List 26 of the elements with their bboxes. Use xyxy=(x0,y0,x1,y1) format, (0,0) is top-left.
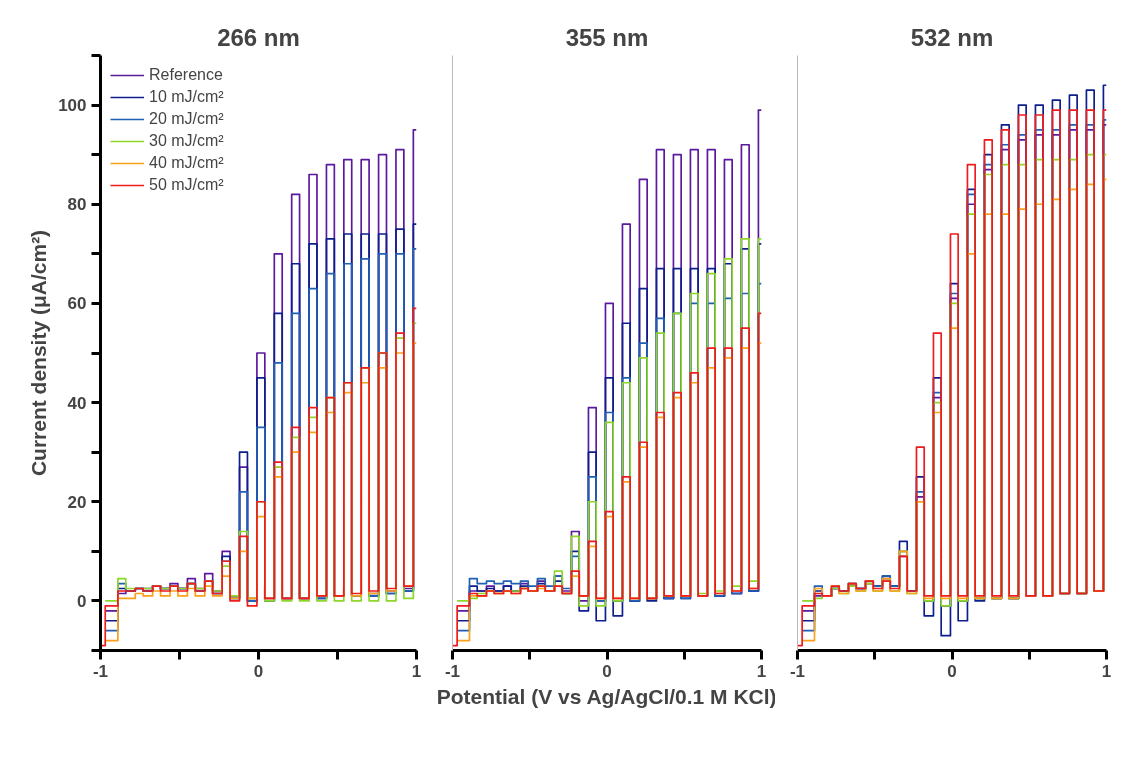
x-tick-label: -1 xyxy=(444,661,461,681)
x-tick-label: 1 xyxy=(411,661,422,681)
y-tick-label: 60 xyxy=(67,294,87,314)
legend-label: 20 mJ/cm² xyxy=(149,110,224,128)
x-axis-title: Potential (V vs Ag/AgCl/0.1 M KCl) xyxy=(436,684,777,708)
y-tick-label: 100 xyxy=(58,96,87,116)
legend-label: 50 mJ/cm² xyxy=(149,176,224,194)
chart-title: 355 nm xyxy=(565,23,649,51)
x-tick-label: 0 xyxy=(602,661,612,681)
legend-label: 10 mJ/cm² xyxy=(149,88,224,106)
legend-label: 40 mJ/cm² xyxy=(149,154,224,172)
y-tick-label: 40 xyxy=(67,393,87,413)
x-tick-label: 0 xyxy=(947,661,957,681)
x-tick-label: -1 xyxy=(92,661,109,681)
x-tick-label: 1 xyxy=(1101,661,1112,681)
chart-title: 266 nm xyxy=(217,23,300,51)
x-tick-label: 0 xyxy=(253,661,264,681)
x-tick-label: -1 xyxy=(789,661,806,681)
y-tick-label: 20 xyxy=(67,492,87,512)
y-tick-label: 80 xyxy=(67,195,87,215)
chart-title: 532 nm xyxy=(910,23,994,51)
y-tick-label: 0 xyxy=(77,591,87,611)
legend-label: 30 mJ/cm² xyxy=(149,132,224,150)
legend-label: Reference xyxy=(149,66,223,84)
y-axis-title: Current density (μA/cm²) xyxy=(27,229,51,477)
x-tick-label: 1 xyxy=(756,661,767,681)
